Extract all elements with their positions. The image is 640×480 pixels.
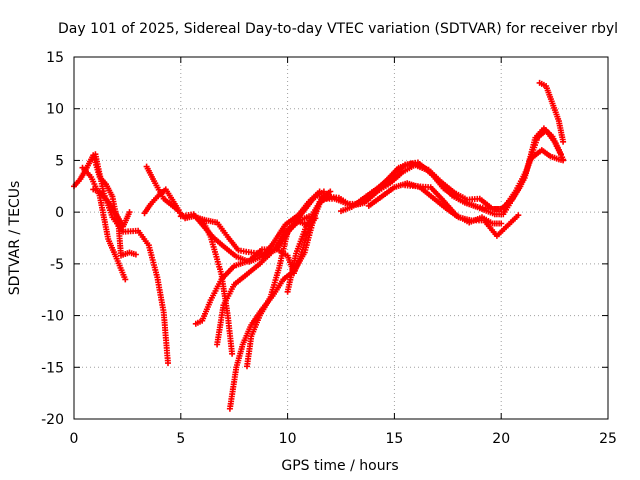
series-marker-path (338, 125, 564, 218)
y-tick-label: 15 (46, 50, 64, 66)
y-tick-label: -10 (41, 309, 64, 325)
x-axis-title: GPS time / hours (281, 458, 398, 474)
series-track-12 (244, 215, 319, 370)
x-tick-label: 25 (599, 431, 617, 447)
series-marker-path (226, 188, 334, 412)
series-marker-path (92, 151, 171, 367)
axes: 0 5 10 15 20 25 -20 -15 -10 -5 0 5 10 15 (41, 50, 617, 447)
x-tick-label: 15 (385, 431, 403, 447)
series-track-18 (536, 79, 567, 145)
series-marker-path (536, 79, 567, 145)
plot-frame (73, 56, 609, 420)
y-tick-label: 10 (46, 102, 64, 118)
x-tick-label: 10 (279, 431, 297, 447)
series-track-11 (226, 188, 334, 412)
x-tick-label: 0 (70, 431, 79, 447)
series-marker-path (141, 186, 182, 217)
chart-title: Day 101 of 2025, Sidereal Day-to-day VTE… (58, 21, 618, 37)
y-tick-label: 0 (55, 205, 64, 221)
y-tick-label: -20 (41, 412, 64, 428)
x-tick-label: 5 (176, 431, 185, 447)
y-axis-title: SDTVAR / TECUs (7, 181, 23, 296)
series-track-6 (141, 186, 182, 217)
series-track-4 (92, 151, 171, 367)
y-tick-label: -5 (50, 257, 64, 273)
y-tick-label: -15 (41, 360, 64, 376)
x-tick-label: 20 (492, 431, 510, 447)
series-marker-path (244, 215, 319, 370)
grid (74, 57, 608, 419)
series-track-17 (402, 182, 505, 227)
y-tick-label: 5 (55, 153, 64, 169)
data-points (71, 79, 567, 412)
series-marker-path (402, 182, 505, 227)
series-track-15 (338, 125, 564, 218)
